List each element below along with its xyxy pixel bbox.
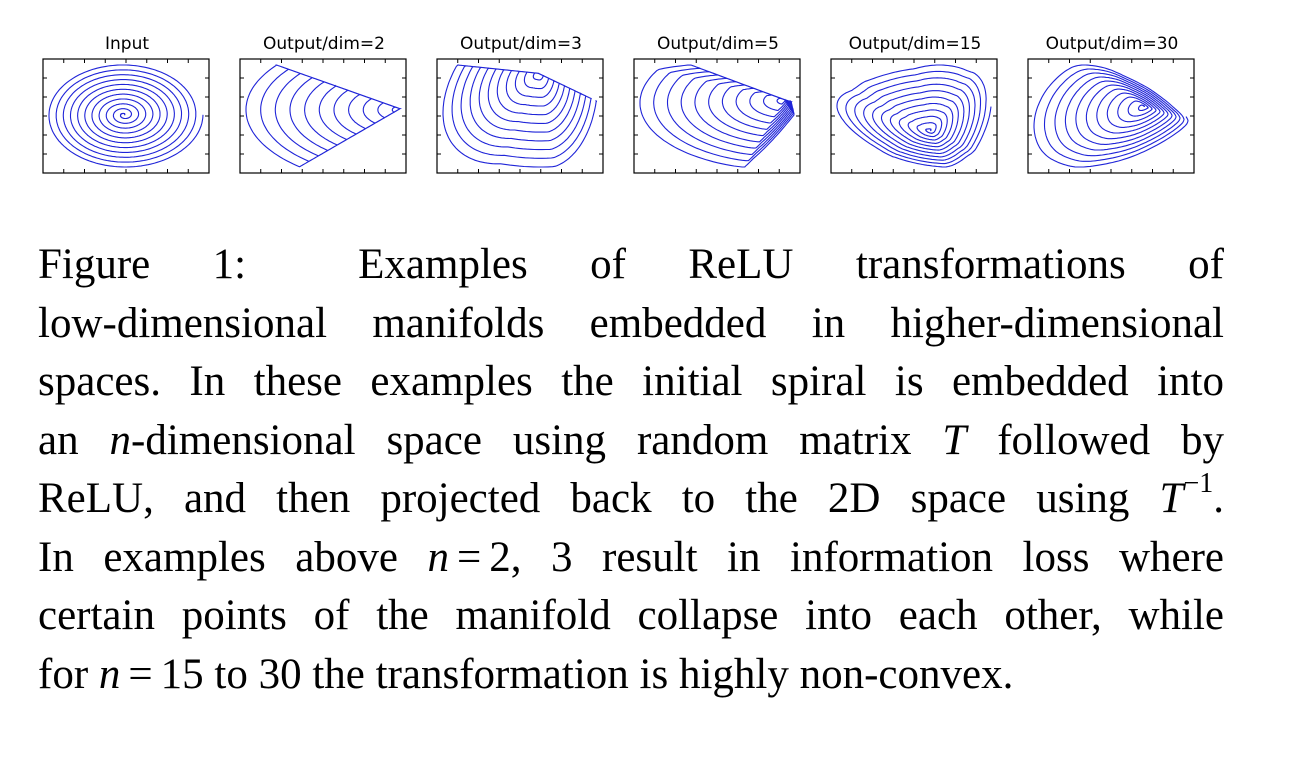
- math-value-15: 15: [160, 650, 204, 698]
- caption-text-4a: an: [38, 416, 110, 464]
- caption-text-8c: to 30 the transformation is highly non-c…: [203, 650, 1014, 698]
- axis-ticks: [437, 59, 603, 173]
- spiral-plot: [830, 58, 998, 174]
- caption-text-4c: followed by: [966, 416, 1224, 464]
- figure-caption: Figure 1: Examples of ReLU transformation…: [38, 236, 1224, 704]
- figure-label: Figure 1:: [38, 241, 247, 288]
- math-n: n: [109, 416, 132, 464]
- panel-title: Output/dim=2: [263, 34, 385, 54]
- caption-text-5a: ReLU, and then projected back to the 2D …: [38, 475, 1160, 522]
- spiral-plot: [42, 58, 210, 174]
- spiral-plot: [239, 58, 407, 174]
- math-equals: =: [456, 533, 482, 581]
- math-T-inverse: T: [1159, 475, 1184, 522]
- panel-title: Output/dim=30: [1045, 34, 1179, 54]
- caption-text-1: Examples of ReLU transformations of: [358, 241, 1224, 288]
- spiral-curve: [639, 64, 795, 168]
- axis-ticks: [831, 59, 997, 173]
- math-n-3: n: [98, 650, 121, 698]
- spiral-curve: [836, 64, 992, 168]
- math-T: T: [942, 416, 967, 464]
- caption-line-8: for n = 15 to 30 the transformation is hig…: [38, 646, 1224, 705]
- caption-text-6c: result in information loss where: [572, 533, 1225, 581]
- panel-title: Input: [104, 34, 150, 54]
- axis-ticks: [43, 59, 209, 173]
- axis-ticks: [634, 59, 800, 173]
- caption-text-8a: for: [38, 650, 99, 698]
- spiral-plot: [1027, 58, 1195, 174]
- caption-line-3: spaces. In these examples the initial sp…: [38, 358, 1224, 405]
- spiral-plot: [633, 58, 801, 174]
- caption-line-7: certain points of the manifold collapse …: [38, 592, 1224, 639]
- caption-text-4b: -dimensional space using random matrix: [131, 416, 943, 464]
- caption-line-6: In examples above n = 2, 3 result in infor…: [38, 529, 1224, 588]
- plot-frame: [42, 58, 210, 174]
- caption-text-5b: .: [1213, 475, 1224, 522]
- panel-title: Output/dim=5: [657, 34, 779, 54]
- caption-line-5: ReLU, and then projected back to the 2D …: [38, 470, 1224, 529]
- spiral-curve: [48, 64, 204, 168]
- figure-panels: Input Output/dim=2 Output/dim=3 Output/dim=…: [0, 0, 1306, 200]
- spiral-curve: [245, 64, 402, 168]
- caption-line-4: an n-dimensional space using random matr…: [38, 412, 1224, 471]
- axis-ticks: [1028, 59, 1194, 173]
- math-equals-2: =: [128, 650, 153, 698]
- math-values: 2, 3: [489, 533, 573, 581]
- math-n-2: n: [427, 533, 449, 581]
- spiral-curve: [442, 64, 598, 168]
- panel-title: Output/dim=15: [848, 34, 982, 54]
- panel-title: Output/dim=3: [460, 34, 582, 54]
- spiral-plot: [436, 58, 604, 174]
- caption-line-1: Figure 1: Examples of ReLU transformation…: [38, 236, 1224, 295]
- plot-frame: [1027, 58, 1195, 174]
- math-superscript: −1: [1183, 468, 1214, 499]
- caption-line-2: low-dimensional manifolds embedded in hi…: [38, 299, 1224, 347]
- spiral-curve: [1033, 64, 1189, 168]
- caption-text-6a: In examples above: [38, 533, 428, 581]
- axis-ticks: [240, 59, 406, 173]
